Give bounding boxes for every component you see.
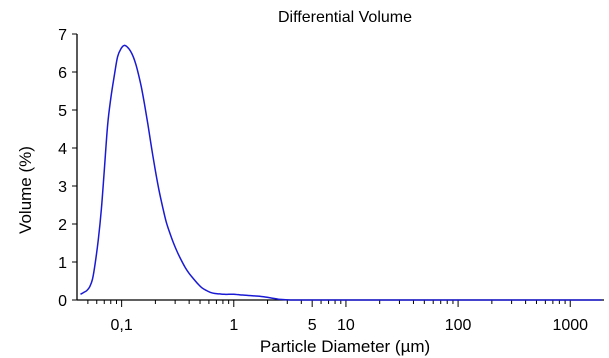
y-tick-label: 4 — [58, 141, 67, 158]
y-tick-label: 1 — [58, 255, 67, 272]
x-tick-label: 10 — [337, 317, 355, 334]
x-tick-label: 100 — [445, 317, 472, 334]
y-tick-label: 6 — [58, 65, 67, 82]
x-tick-label: 0,1 — [111, 317, 133, 334]
y-tick-label: 2 — [58, 217, 67, 234]
y-tick-label: 0 — [58, 293, 67, 310]
y-axis-title: Volume (%) — [16, 146, 35, 234]
x-tick-label: 1 — [229, 317, 238, 334]
y-tick-label: 7 — [58, 27, 67, 44]
x-axis-title: Particle Diameter (µm) — [260, 337, 430, 356]
chart-title: Differential Volume — [278, 9, 412, 26]
y-axis: 0 1 2 3 4 5 6 7 — [58, 27, 77, 310]
x-axis: 0,1 1 5 10 100 1000 — [87, 300, 588, 334]
y-tick-label: 3 — [58, 179, 67, 196]
x-tick-label: 5 — [308, 317, 317, 334]
series-layer — [80, 44, 602, 301]
plot-frame — [76, 34, 604, 301]
x-tick-label: 1000 — [552, 317, 588, 334]
volume-series-line — [80, 44, 602, 301]
y-tick-label: 5 — [58, 103, 67, 120]
